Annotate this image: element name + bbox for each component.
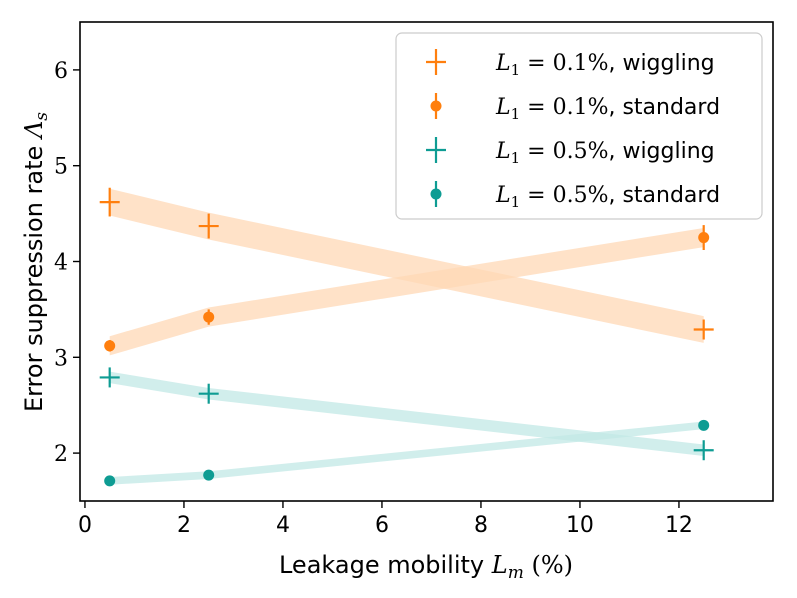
data-point-series-2 [698, 225, 710, 251]
data-point-series-1 [99, 187, 120, 217]
x-tick-label: 4 [276, 513, 290, 538]
legend-box [395, 32, 763, 220]
data-point-series-4 [698, 419, 710, 431]
legend-label: L1 = 0.1%, wiggling [495, 51, 715, 79]
data-point-series-3 [99, 367, 120, 388]
legend-label: L1 = 0.1%, standard [495, 95, 720, 123]
data-point-series-2 [104, 340, 116, 352]
data-points [99, 187, 714, 487]
data-point-series-3 [198, 383, 219, 404]
x-tick-label: 10 [566, 513, 594, 538]
legend-entry-2: L1 = 0.1%, standard [430, 93, 720, 123]
confidence-bands [109, 188, 704, 485]
x-tick-label: 12 [665, 513, 693, 538]
y-axis-ticks: 2 3 4 5 6 [54, 59, 80, 467]
legend-marker [430, 181, 442, 207]
legend-entry-1: L1 = 0.1%, wiggling [426, 49, 715, 79]
legend-marker [426, 49, 446, 75]
band-series-2 [109, 227, 704, 356]
x-tick-label: 2 [177, 513, 191, 538]
y-axis-label: Error suppression rate Λs [20, 112, 52, 412]
data-point-series-1 [693, 319, 714, 340]
data-point-series-3 [693, 440, 714, 461]
legend-entry-4: L1 = 0.5%, standard [430, 181, 720, 211]
y-tick-label: 4 [54, 251, 68, 276]
x-tick-label: 0 [78, 513, 92, 538]
y-tick-label: 2 [54, 442, 68, 467]
legend: L1 = 0.1%, wiggling L1 = 0.1%, standard L1… [395, 32, 763, 220]
data-point-series-4 [203, 469, 215, 481]
x-axis-ticks: 0 2 4 6 8 10 12 [78, 501, 693, 538]
band-series-1 [109, 188, 704, 343]
band-series-3 [109, 371, 704, 456]
data-point-series-1 [198, 213, 219, 239]
data-point-series-4 [104, 475, 116, 487]
data-point-series-2 [203, 309, 215, 325]
legend-marker [430, 93, 442, 119]
legend-label: L1 = 0.5%, wiggling [495, 139, 715, 167]
legend-marker [426, 137, 446, 163]
legend-entry-3: L1 = 0.5%, wiggling [426, 137, 715, 167]
y-tick-label: 6 [54, 59, 68, 84]
x-axis-label: Leakage mobility Lm (%) [279, 551, 573, 583]
x-tick-label: 8 [474, 513, 488, 538]
y-tick-label: 5 [54, 155, 68, 180]
legend-label: L1 = 0.5%, standard [495, 183, 720, 211]
x-tick-label: 6 [375, 513, 389, 538]
y-tick-label: 3 [54, 346, 68, 371]
band-series-4 [109, 421, 704, 485]
